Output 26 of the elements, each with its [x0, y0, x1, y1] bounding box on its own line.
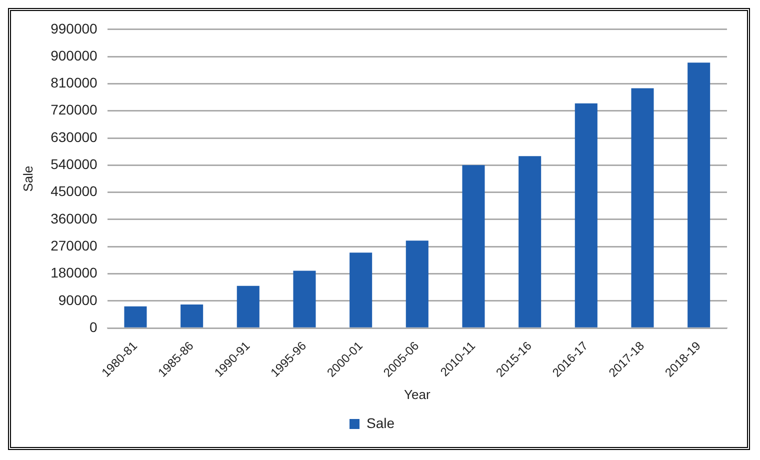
- y-tick-label: 990000: [50, 20, 98, 36]
- y-tick-label: 360000: [50, 210, 98, 226]
- y-tick-label: 540000: [50, 156, 98, 172]
- bar: [518, 156, 542, 328]
- y-tick-label: 0: [90, 318, 98, 335]
- y-tick-label: 720000: [50, 102, 98, 118]
- y-tick-label: 810000: [50, 74, 98, 91]
- bar: [236, 286, 260, 328]
- bar: [124, 306, 147, 328]
- y-axis-title: Sale: [20, 166, 36, 192]
- y-tick-label: 90000: [58, 292, 98, 308]
- bar: [688, 62, 710, 328]
- bar: [293, 270, 316, 328]
- bar: [350, 252, 372, 328]
- x-axis-title: Year: [404, 386, 431, 402]
- bar: [180, 304, 204, 328]
- bar: [574, 103, 598, 328]
- bar: [462, 165, 485, 328]
- y-tick-label: 180000: [50, 264, 98, 281]
- y-tick-label: 450000: [50, 183, 98, 200]
- y-tick-label: 900000: [50, 47, 98, 64]
- bar: [406, 240, 428, 328]
- legend-label: Sale: [366, 414, 395, 431]
- y-tick-label: 630000: [50, 128, 98, 145]
- y-tick-label: 270000: [50, 237, 98, 254]
- bar: [631, 88, 654, 328]
